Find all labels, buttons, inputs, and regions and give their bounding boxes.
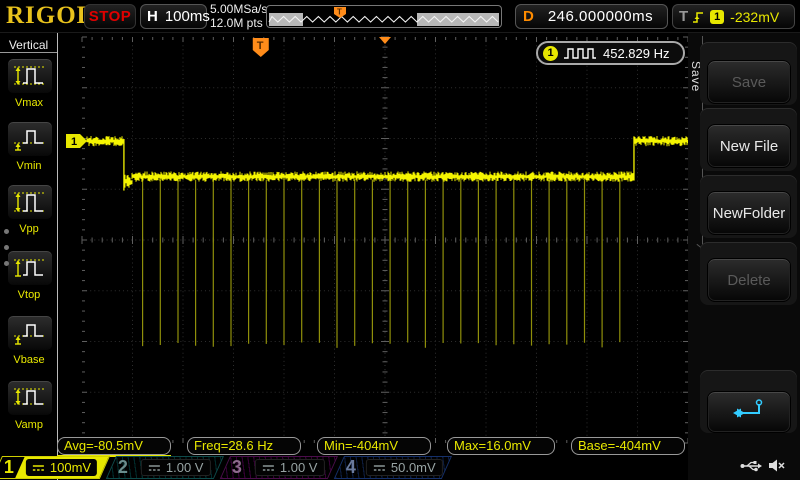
return-arrow-icon — [733, 399, 763, 418]
vpp-label: Vpp — [19, 223, 39, 235]
channel-3-status[interactable]: 3 1.00 V — [219, 456, 338, 479]
channel-3-scale: 1.00 V — [280, 460, 318, 475]
vbase-label: Vbase — [13, 354, 45, 366]
trigger-edge-icon — [693, 11, 704, 23]
vpp-icon — [14, 192, 46, 212]
dc-coupling-icon — [373, 464, 385, 471]
trigger-level-value: -232mV — [730, 8, 780, 25]
usb-icon — [740, 460, 762, 471]
waveform-overview-strip[interactable]: T — [266, 5, 502, 28]
dc-coupling-icon — [149, 464, 161, 471]
vamp-label: Vamp — [15, 419, 43, 431]
channel-1-number: 1 — [3, 457, 14, 477]
measurement-min[interactable]: Min=-404mV — [317, 437, 431, 455]
selected-measurement-underline — [57, 455, 171, 457]
vertical-measure-menu: Vertical Vmax Vmin — [0, 33, 58, 480]
channel-1-status[interactable]: 1 100mV — [0, 456, 110, 479]
delete-button[interactable]: Delete — [707, 258, 791, 302]
channel-2-status[interactable]: 2 1.00 V — [105, 456, 224, 479]
horizontal-label: H — [147, 8, 158, 25]
vmin-icon — [14, 130, 46, 151]
delay-value: 246.000000ms — [547, 8, 654, 25]
vmax-icon — [14, 66, 46, 85]
overview-waveform-icon: T — [268, 7, 499, 26]
measurement-base[interactable]: Base=-404mV — [571, 437, 685, 455]
trigger-position-marker: T — [252, 38, 269, 57]
measurement-freq[interactable]: Freq=28.6 Hz — [187, 437, 301, 455]
svg-text:T: T — [257, 40, 264, 52]
vmin-label: Vmin — [16, 160, 42, 172]
frequency-counter-badge: 1 452.829 Hz — [536, 41, 685, 65]
run-state-indicator[interactable]: STOP — [84, 4, 136, 29]
counter-channel-badge: 1 — [543, 45, 558, 61]
vbase-button[interactable] — [7, 315, 53, 351]
new-file-button[interactable]: New File — [707, 124, 791, 168]
vmax-label: Vmax — [14, 97, 44, 109]
vtop-label: Vtop — [17, 289, 41, 301]
dc-coupling-icon — [33, 464, 45, 471]
svg-text:1: 1 — [71, 136, 77, 148]
vpp-button[interactable] — [7, 184, 53, 220]
speaker-muted-icon — [769, 459, 785, 472]
timebase-value: 100ms — [164, 8, 210, 25]
channel-4-status[interactable]: 4 50.0mV — [333, 456, 452, 479]
vmin-button[interactable] — [7, 121, 53, 157]
acquisition-info: 5.00MSa/s 12.0M pts — [210, 2, 267, 30]
vtop-icon — [14, 259, 46, 277]
trigger-label: T — [679, 8, 689, 25]
run-state-label: STOP — [88, 8, 132, 25]
menu-tab-label: Save — [689, 61, 703, 93]
channel-2-scale: 1.00 V — [166, 460, 204, 475]
measurement-avg[interactable]: Avg=-80.5mV — [57, 437, 171, 455]
menu-page-indicator — [4, 229, 9, 266]
sample-rate: 5.00MSa/s — [210, 2, 268, 16]
vmax-button[interactable] — [7, 58, 53, 94]
save-menu: Save Save New File NewFolder Delete — [688, 33, 800, 480]
delay-center-marker — [379, 37, 391, 44]
channel-3-number: 3 — [231, 457, 242, 477]
overview-trigger-marker — [334, 7, 346, 18]
measurement-max[interactable]: Max=16.0mV — [447, 437, 555, 455]
top-status-bar: RIGOL STOP H 100ms 5.00MSa/s 12.0M pts T… — [0, 0, 800, 33]
channel-2-number: 2 — [117, 457, 128, 477]
counter-frequency-value: 452.829 Hz — [603, 45, 670, 61]
back-button[interactable] — [707, 391, 791, 433]
vamp-icon — [14, 388, 46, 405]
horizontal-timebase-box[interactable]: H 100ms — [140, 4, 210, 29]
vamp-button[interactable] — [7, 380, 53, 416]
delay-label: D — [523, 8, 534, 25]
square-wave-icon — [564, 48, 596, 59]
channel-1-level-marker: 1 — [66, 134, 87, 149]
dc-coupling-icon — [263, 464, 275, 471]
trigger-info-box[interactable]: T 1 -232mV — [672, 4, 795, 29]
trigger-source-badge: 1 — [710, 9, 725, 24]
rigol-logo: RIGOL — [6, 2, 95, 29]
trigger-delay-box[interactable]: D 246.000000ms — [515, 4, 668, 29]
vbase-icon — [14, 324, 46, 345]
left-menu-title: Vertical — [0, 33, 57, 53]
channel-4-scale: 50.0mV — [390, 460, 436, 475]
channel-1-scale: 100mV — [50, 460, 92, 475]
memory-depth: 12.0M pts — [210, 16, 263, 30]
channel-4-number: 4 — [345, 457, 356, 477]
save-button[interactable]: Save — [707, 60, 791, 104]
vtop-button[interactable] — [7, 250, 53, 286]
svg-text:T: T — [337, 8, 342, 17]
new-folder-button[interactable]: NewFolder — [707, 191, 791, 235]
